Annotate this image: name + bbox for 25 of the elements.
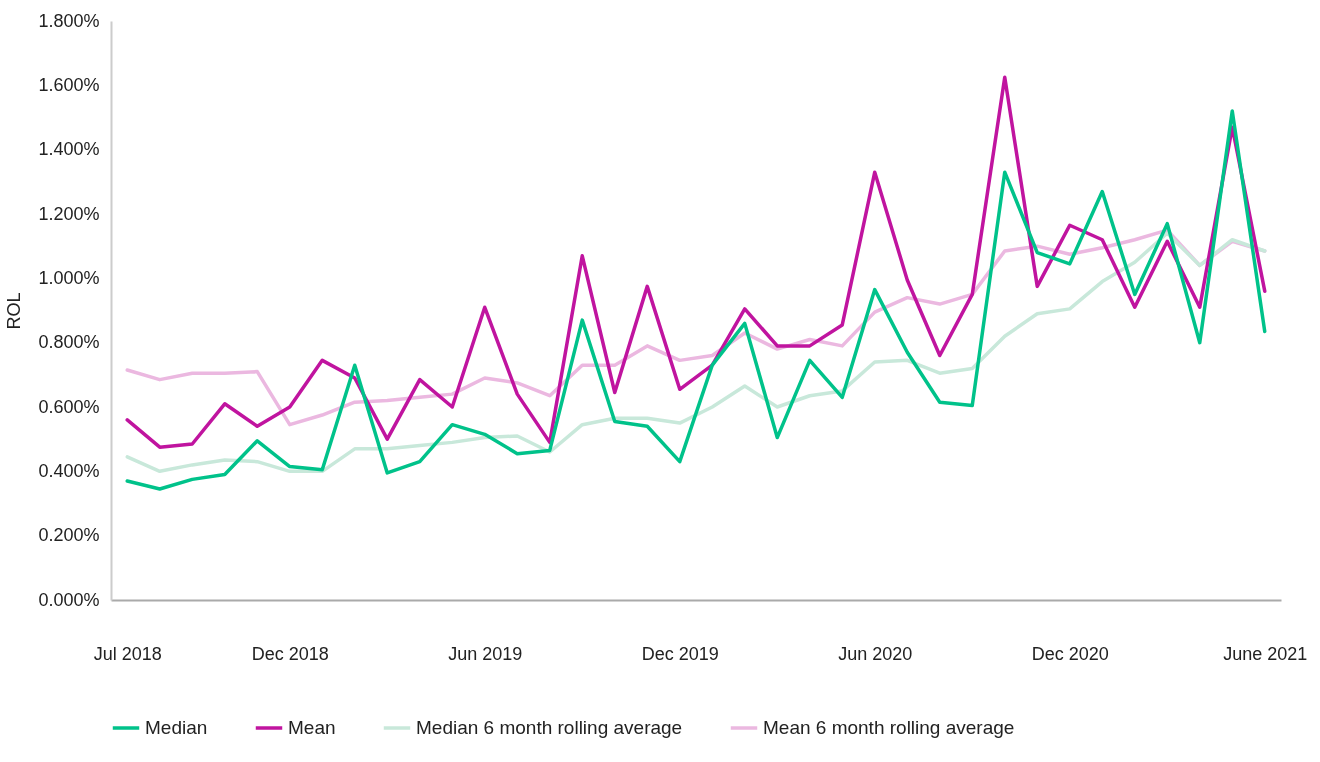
x-tick-label: Dec 2018 (251, 643, 329, 664)
line-series (125, 75, 1267, 449)
y-axis-title: ROL (4, 292, 25, 330)
y-tick-label: 0.000% (38, 589, 100, 610)
y-tick-label: 0.400% (38, 460, 100, 481)
legend-label: Median 6 month rolling average (416, 717, 683, 738)
y-tick-label: 1.600% (38, 74, 100, 95)
y-tick-label: 1.200% (38, 203, 100, 224)
legend-label: Mean (288, 717, 336, 738)
line-series (125, 109, 1267, 491)
legend-label: Mean 6 month rolling average (763, 717, 1015, 738)
x-tick-label: Jun 2019 (448, 643, 523, 664)
y-tick-label: 1.400% (38, 139, 100, 160)
x-tick-label: Dec 2019 (641, 643, 719, 664)
y-tick-label: 0.600% (38, 396, 100, 417)
x-tick-label: June 2021 (1223, 643, 1308, 664)
x-tick-label: Jun 2020 (838, 643, 913, 664)
y-tick-label: 1.800% (38, 10, 100, 31)
line-series (125, 231, 1267, 474)
y-tick-label: 0.200% (38, 525, 100, 546)
y-tick-label: 1.000% (38, 267, 100, 288)
x-tick-label: Dec 2020 (1031, 643, 1109, 664)
y-tick-label: 0.800% (38, 332, 100, 353)
x-tick-label: Jul 2018 (93, 643, 162, 664)
legend-label: Median (145, 717, 208, 738)
